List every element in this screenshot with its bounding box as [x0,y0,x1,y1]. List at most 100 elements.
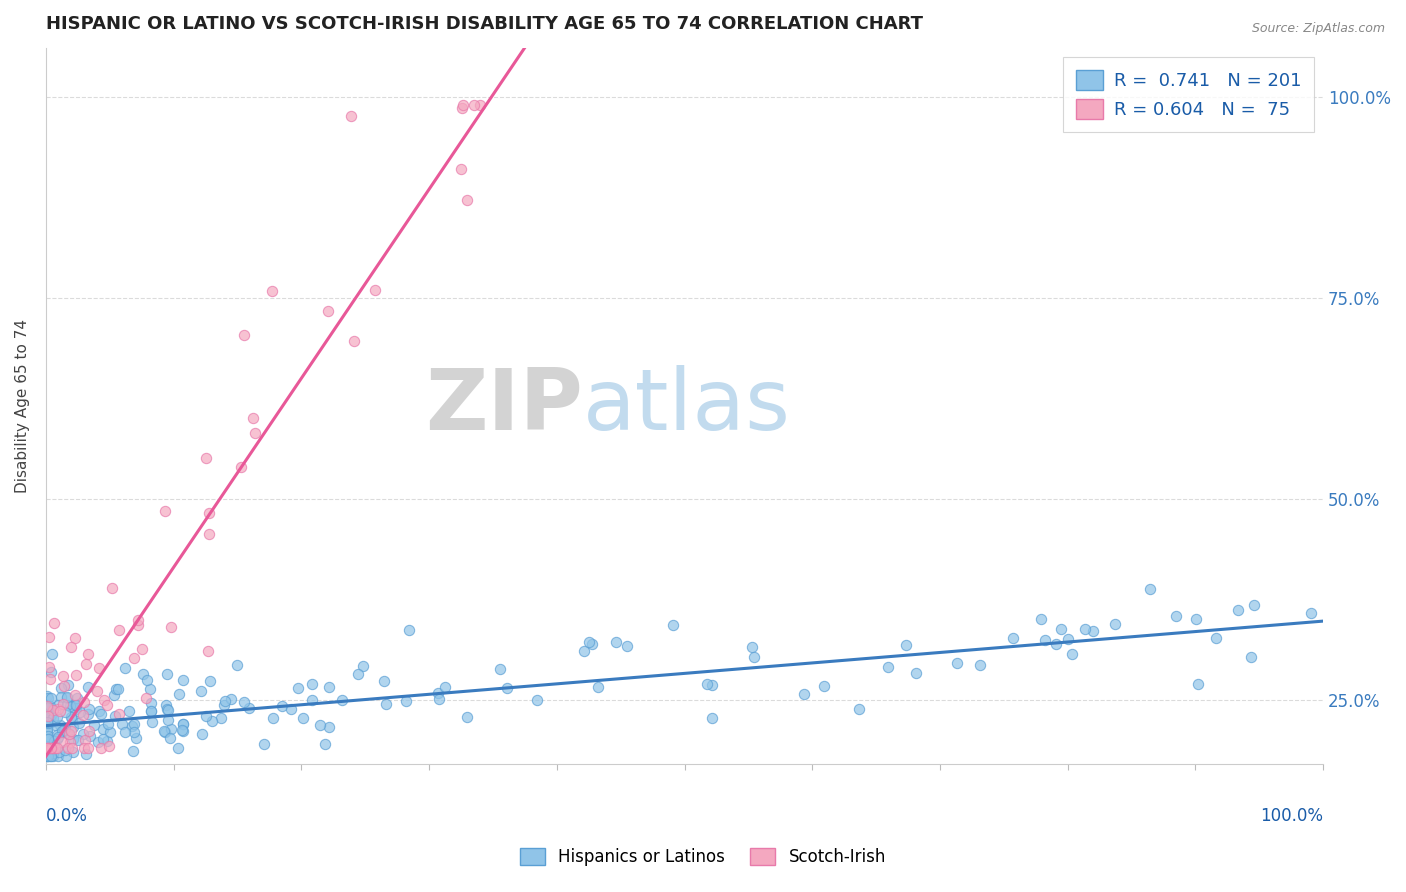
Point [103,688,125,702]
Point [702,711,724,725]
Point [46,728,69,742]
Point [172,723,194,738]
Point [52,697,75,711]
Point [58,727,80,741]
Point [198,527,221,541]
Point [37,731,59,746]
Point [51,735,73,749]
Point [56,678,79,692]
Point [496,681,519,695]
Point [201,714,224,729]
Point [42,741,65,756]
Point [62,732,84,747]
Point [373,673,395,688]
Point [135,690,157,705]
Point [1001,631,1024,645]
Point [37,714,59,729]
Point [197,644,219,658]
Point [37,744,59,758]
Point [59,735,82,749]
Point [39,716,62,731]
Point [456,710,478,724]
Text: HISPANIC OR LATINO VS SCOTCH-IRISH DISABILITY AGE 65 TO 74 CORRELATION CHART: HISPANIC OR LATINO VS SCOTCH-IRISH DISAB… [46,15,922,33]
Point [46,732,69,747]
Point [91,722,114,736]
Point [127,617,149,632]
Point [489,661,512,675]
Point [37,700,59,714]
Point [55,690,77,704]
Point [194,709,217,723]
Point [742,650,765,665]
Legend: Hispanics or Latinos, Scotch-Irish: Hispanics or Latinos, Scotch-Irish [513,841,893,873]
Text: ZIP: ZIP [425,365,582,448]
Point [219,691,242,706]
Point [108,623,131,637]
Point [167,741,190,756]
Point [77,706,100,721]
Point [83,718,105,732]
Point [581,637,603,651]
Point [87,660,110,674]
Point [153,504,176,518]
Point [343,334,366,348]
Point [37,748,59,763]
Point [37,690,59,704]
Point [38,660,60,674]
Point [702,678,724,692]
Point [233,696,256,710]
Point [132,667,155,681]
Point [233,328,256,343]
Point [1139,582,1161,596]
Point [46,702,69,716]
Point [100,582,122,596]
Point [37,724,59,739]
Point [46,741,69,756]
Point [160,620,183,634]
Point [1185,612,1208,626]
Point [37,741,59,756]
Point [526,693,548,707]
Point [316,304,339,318]
Point [46,731,69,745]
Point [451,97,474,112]
Point [60,710,83,724]
Point [141,715,163,730]
Point [37,732,59,747]
Point [65,698,87,713]
Point [41,690,63,705]
Legend: R =  0.741   N = 201, R = 0.604   N =  75: R = 0.741 N = 201, R = 0.604 N = 75 [1063,57,1315,131]
Point [56,741,79,756]
Point [39,749,62,764]
Point [90,706,112,721]
Point [616,639,638,653]
Point [1227,603,1250,617]
Point [1074,622,1097,636]
Point [1104,616,1126,631]
Point [793,687,815,701]
Point [55,749,77,764]
Point [253,737,276,751]
Point [41,741,63,756]
Point [60,712,83,726]
Point [156,713,179,727]
Point [1029,612,1052,626]
Point [72,727,94,741]
Point [894,639,917,653]
Point [37,698,59,712]
Point [1049,622,1071,636]
Point [468,97,491,112]
Point [242,410,264,425]
Point [741,640,763,654]
Point [1081,624,1104,638]
Y-axis label: Disability Age 65 to 74: Disability Age 65 to 74 [15,319,30,493]
Point [172,717,194,731]
Point [60,741,83,756]
Point [1060,647,1083,661]
Point [153,724,176,739]
Point [427,691,450,706]
Point [89,704,111,718]
Point [398,623,420,637]
Point [96,698,118,713]
Text: Source: ZipAtlas.com: Source: ZipAtlas.com [1251,22,1385,36]
